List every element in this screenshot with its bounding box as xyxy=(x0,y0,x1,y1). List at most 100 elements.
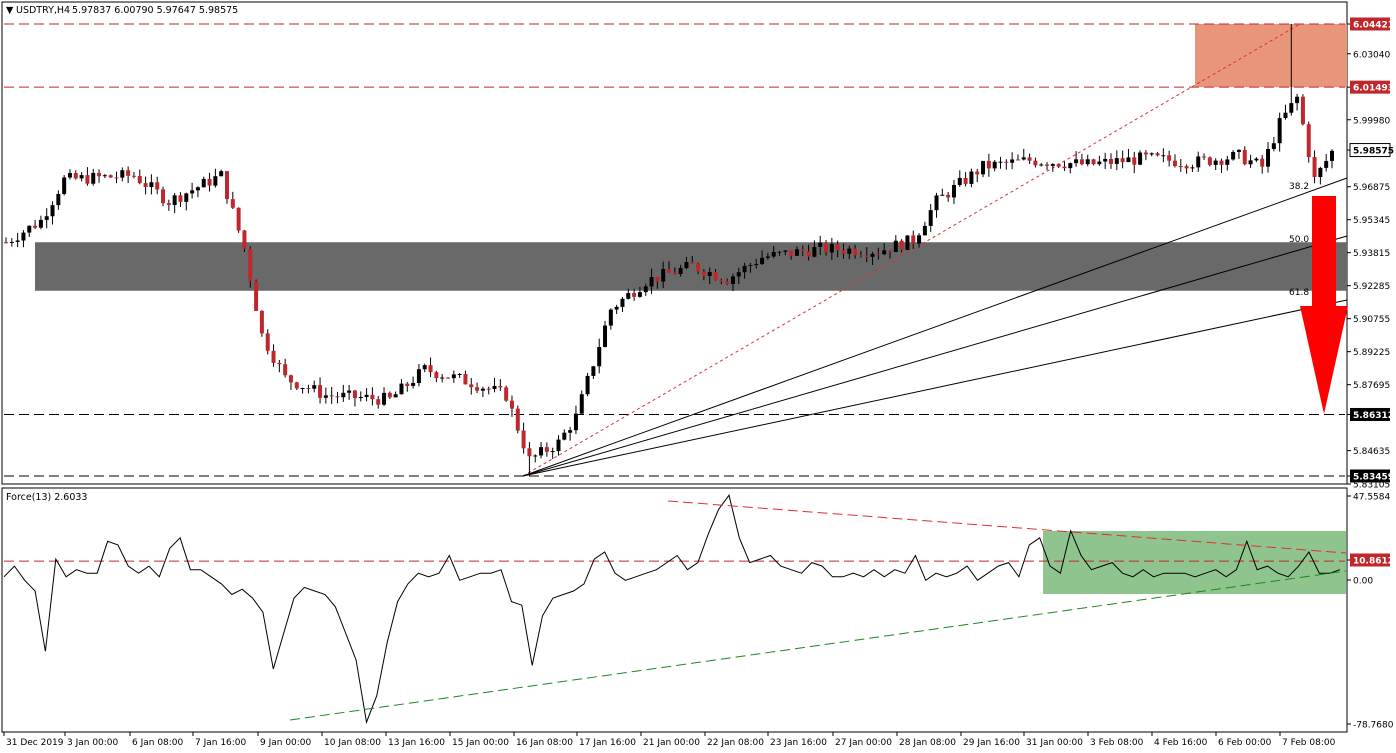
candle-body xyxy=(765,256,770,258)
time-label: 3 Jan 00:00 xyxy=(67,738,119,748)
candle-body xyxy=(1079,159,1084,165)
candlesticks xyxy=(4,24,1334,476)
candle-body xyxy=(1021,157,1026,160)
time-label: 15 Jan 00:00 xyxy=(452,738,509,748)
candle-body xyxy=(73,173,78,179)
candle-body xyxy=(469,384,474,388)
price-label: 5.89225 xyxy=(1353,348,1390,358)
candle-body xyxy=(283,364,288,376)
candle-body xyxy=(1109,158,1113,164)
candle-body xyxy=(370,394,375,400)
candle-body xyxy=(637,292,642,297)
price-tag xyxy=(1350,80,1390,94)
candle-body xyxy=(265,333,270,351)
price-label: 6.03040 xyxy=(1353,50,1390,60)
candle-body xyxy=(405,383,410,386)
price-axis: 6.04421 6.03040 6.01493 5.99980 5.98575 5.968… xyxy=(1347,17,1394,731)
candle-body xyxy=(27,225,32,233)
candle-body xyxy=(457,373,462,375)
candle-body xyxy=(585,375,590,395)
candle-body xyxy=(1231,151,1236,160)
candle-body xyxy=(672,272,677,275)
candle-body xyxy=(777,251,782,253)
candle-body xyxy=(550,451,555,453)
candle-body xyxy=(62,177,67,194)
time-label: 3 Feb 08:00 xyxy=(1090,738,1144,748)
candle-body xyxy=(632,292,637,297)
candle-body xyxy=(1167,155,1172,161)
candle-body xyxy=(1074,159,1079,164)
candle-body xyxy=(824,242,829,253)
candle-body xyxy=(201,178,206,188)
candle-body xyxy=(725,281,730,284)
candle-body xyxy=(730,276,735,284)
fib-fan-label: 38.2 xyxy=(1289,182,1309,192)
horizontal-levels xyxy=(4,23,1345,562)
candle-body xyxy=(219,171,224,177)
candle-body xyxy=(236,207,241,231)
time-label: 22 Jan 08:00 xyxy=(707,738,764,748)
candle-body xyxy=(946,194,951,198)
candle-body xyxy=(835,243,840,251)
candle-body xyxy=(713,272,718,280)
candle-body xyxy=(137,176,142,184)
candle-body xyxy=(812,246,817,257)
candle-body xyxy=(963,177,968,184)
candle-body xyxy=(335,396,340,398)
candle-body xyxy=(1045,164,1050,166)
candle-body xyxy=(155,182,160,190)
time-label: 9 Jan 00:00 xyxy=(260,738,312,748)
fibonacci-fan: 38.2 50.0 61.8 xyxy=(522,23,1348,477)
force-line xyxy=(3,494,1341,725)
time-label: 27 Jan 00:00 xyxy=(835,738,892,748)
candle-body xyxy=(195,187,200,191)
candle-body xyxy=(393,394,398,398)
candle-body xyxy=(1033,160,1038,166)
time-label: 31 Jan 00:00 xyxy=(1026,738,1083,748)
candle-body xyxy=(684,262,689,269)
candle-body xyxy=(184,193,189,202)
candle-body xyxy=(85,175,90,184)
candle-body xyxy=(1312,157,1317,178)
resistance-zone xyxy=(1195,24,1347,88)
force-up-trendline xyxy=(289,570,1347,721)
price-label: 5.87695 xyxy=(1353,381,1390,391)
candle-body xyxy=(573,413,578,431)
candle-body xyxy=(492,386,497,389)
time-label: 7 Jan 16:00 xyxy=(195,738,247,748)
candle-body xyxy=(539,447,544,456)
candle-body xyxy=(1015,159,1020,161)
price-tag xyxy=(1350,469,1390,483)
candle-body xyxy=(463,373,468,385)
price-label: 5.95345 xyxy=(1353,216,1390,226)
force-label: -78.7680 xyxy=(1353,721,1394,731)
candle-body xyxy=(998,161,1003,163)
collapse-triangle-icon[interactable]: ▼ xyxy=(6,5,14,16)
candle-body xyxy=(114,177,119,179)
time-label: 29 Jan 16:00 xyxy=(963,738,1020,748)
time-label: 23 Jan 16:00 xyxy=(770,738,827,748)
candle-body xyxy=(1062,166,1067,169)
candle-body xyxy=(562,432,567,440)
candle-body xyxy=(1143,152,1148,155)
candle-body xyxy=(818,242,823,247)
candle-body xyxy=(300,388,305,390)
candle-body xyxy=(1132,157,1137,165)
fib-fan-line xyxy=(522,299,1348,477)
candle-body xyxy=(1138,152,1143,165)
arrow-head xyxy=(1300,306,1348,414)
candle-body xyxy=(882,250,887,255)
candle-body xyxy=(1306,124,1311,158)
candle-body xyxy=(352,390,357,399)
candle-body xyxy=(911,235,916,244)
candle-body xyxy=(271,350,276,363)
candle-body xyxy=(1155,153,1160,156)
time-label: 6 Jan 08:00 xyxy=(132,738,184,748)
candle-body xyxy=(754,264,759,266)
candle-body xyxy=(934,195,939,211)
price-tag-label: 6.04421 xyxy=(1353,21,1394,31)
candle-body xyxy=(33,225,38,228)
candle-body xyxy=(225,171,229,200)
candle-body xyxy=(67,173,72,178)
